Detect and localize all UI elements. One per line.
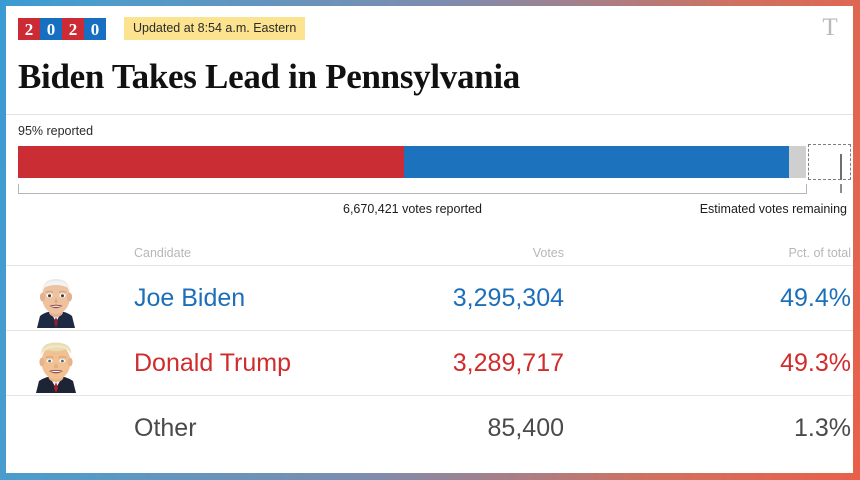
updated-timestamp-badge: Updated at 8:54 a.m. Eastern: [124, 17, 306, 41]
candidate-votes: 3,295,304: [452, 283, 564, 312]
estimated-remaining-box: [808, 144, 851, 180]
candidate-votes: 3,289,717: [452, 348, 564, 377]
candidate-votes: 85,400: [487, 414, 564, 442]
column-header-pct: Pct. of total: [788, 246, 851, 260]
vote-share-bar: [18, 146, 806, 178]
estimated-remaining-label: Estimated votes remaining: [699, 202, 847, 216]
2020-logo: 2 0 2 0: [18, 18, 106, 40]
logo-digit-4: 0: [84, 18, 106, 40]
biden-portrait-icon: [28, 270, 84, 328]
pct-reported-label: 95% reported: [18, 124, 94, 138]
column-header-candidate: Candidate: [134, 246, 191, 260]
column-header-votes: Votes: [532, 246, 564, 260]
estimated-remaining-tick: [840, 154, 842, 180]
remaining-bracket-stem: [840, 184, 842, 193]
bar-segment-trump: [18, 146, 404, 178]
bar-segment-biden: [404, 146, 789, 178]
table-header-row: Candidate Votes Pct. of total: [6, 238, 853, 266]
candidate-pct: 1.3%: [794, 414, 851, 442]
candidate-pct: 49.4%: [780, 283, 851, 312]
header-divider: [6, 114, 853, 115]
nyt-logo-icon: T: [822, 14, 838, 41]
logo-digit-2: 0: [40, 18, 62, 40]
votes-reported-bracket: [18, 184, 807, 194]
votes-reported-label: 6,670,421 votes reported: [343, 202, 482, 216]
page-body: 2 0 2 0 Updated at 8:54 a.m. Eastern T B…: [6, 6, 853, 473]
avatar: [28, 270, 84, 328]
results-table: Candidate Votes Pct. of total: [6, 238, 853, 461]
candidate-pct: 49.3%: [780, 348, 851, 377]
bar-segment-other: [789, 146, 806, 178]
candidate-name: Other: [134, 414, 197, 442]
trump-portrait-icon: [28, 335, 84, 393]
logo-digit-1: 2: [18, 18, 40, 40]
avatar: [28, 335, 84, 393]
candidate-name: Donald Trump: [134, 348, 292, 377]
table-row[interactable]: Other 85,400 1.3%: [6, 396, 853, 461]
page-header: 2 0 2 0 Updated at 8:54 a.m. Eastern T: [18, 14, 843, 47]
page-title: Biden Takes Lead in Pennsylvania: [18, 57, 520, 96]
table-row[interactable]: Joe Biden 3,295,304 49.4%: [6, 266, 853, 331]
table-row[interactable]: Donald Trump 3,289,717 49.3%: [6, 331, 853, 396]
candidate-name: Joe Biden: [134, 283, 246, 312]
logo-digit-3: 2: [62, 18, 84, 40]
